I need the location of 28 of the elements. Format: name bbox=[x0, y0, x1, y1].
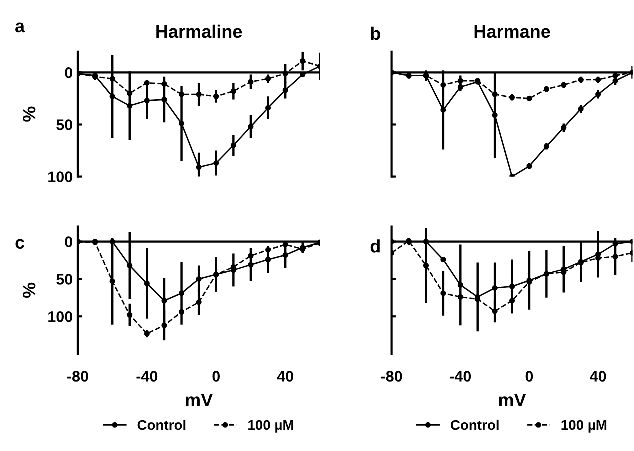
text: b bbox=[371, 26, 380, 40]
legend-label: 100 µM bbox=[248, 420, 294, 433]
legend-label: Control bbox=[138, 420, 186, 430]
x-axis-title: mV bbox=[499, 394, 526, 406]
y-tick-label: 0 bbox=[65, 68, 72, 78]
x-axis-title: mV bbox=[186, 394, 213, 406]
y-tick-label: 100 bbox=[48, 311, 72, 322]
x-tick-label: 40 bbox=[590, 371, 606, 382]
y-axis-title: % bbox=[22, 106, 36, 122]
x-tick-label: -80 bbox=[381, 371, 402, 382]
x-tick-label: 40 bbox=[277, 371, 294, 382]
y-tick-label: 50 bbox=[56, 274, 72, 285]
x-tick-label: -40 bbox=[450, 371, 472, 382]
x-tick-label: 0 bbox=[212, 371, 220, 382]
text: a bbox=[16, 22, 26, 33]
y-tick-label: 0 bbox=[65, 236, 72, 248]
text: c bbox=[16, 239, 25, 250]
x-tick-label: 0 bbox=[526, 371, 534, 382]
text: d bbox=[370, 240, 380, 253]
y-tick-label: 50 bbox=[56, 120, 72, 130]
y-tick-label: 100 bbox=[48, 172, 72, 182]
legend-label: 100 µM bbox=[562, 420, 607, 433]
x-tick-label: -80 bbox=[68, 371, 88, 382]
x-tick-label: -40 bbox=[136, 371, 158, 382]
chart-title: Harmaline bbox=[156, 24, 242, 38]
legend-label: Control bbox=[450, 420, 499, 430]
y-axis-title: % bbox=[22, 282, 36, 298]
chart-title: Harmane bbox=[474, 26, 550, 38]
